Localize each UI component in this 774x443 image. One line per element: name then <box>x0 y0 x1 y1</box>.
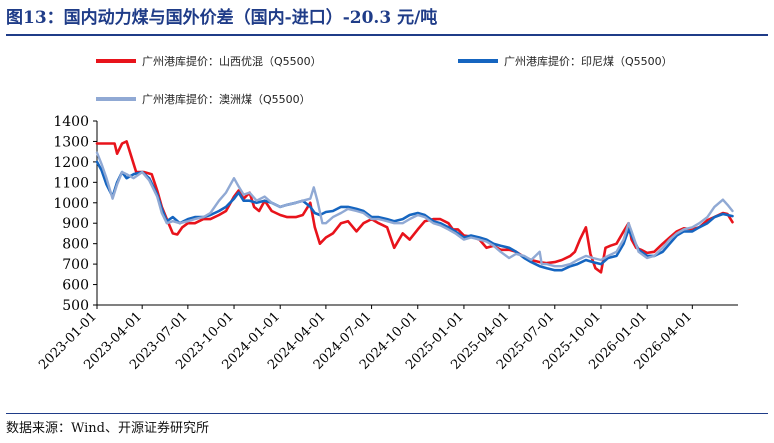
y-tick-label: 500 <box>62 298 89 314</box>
legend-label-indonesia: 广州港库提价：印尼煤（Q5500） <box>504 55 673 68</box>
y-tick-label: 1100 <box>53 175 89 191</box>
source-divider <box>6 413 768 414</box>
y-tick-label: 1000 <box>53 196 89 212</box>
title-divider <box>6 34 768 36</box>
series-line-australia <box>95 151 734 268</box>
legend-swatch-shanxi <box>96 59 136 63</box>
y-tick-label: 900 <box>62 216 89 232</box>
series-line-shanxi <box>95 140 734 274</box>
y-tick-label: 700 <box>62 257 89 273</box>
y-tick-label: 800 <box>62 237 89 253</box>
y-tick-label: 1400 <box>53 114 89 130</box>
legend-label-shanxi: 广州港库提价：山西优混（Q5500） <box>142 55 322 68</box>
legend-item-shanxi: 广州港库提价：山西优混（Q5500） <box>96 52 322 70</box>
y-tick-label: 600 <box>62 278 89 294</box>
y-tick-label: 1300 <box>53 134 89 150</box>
legend-label-australia: 广州港库提价：澳洲煤（Q5500） <box>142 93 311 106</box>
y-tick-label: 1200 <box>53 155 89 171</box>
legend-swatch-australia <box>96 97 136 101</box>
series-line-indonesia <box>95 160 734 272</box>
legend-item-indonesia: 广州港库提价：印尼煤（Q5500） <box>458 52 673 70</box>
chart-title: 图13：国内动力煤与国外价差（国内-进口）-20.3 元/吨 <box>6 8 438 28</box>
data-source-note: 数据来源：Wind、开源证券研究所 <box>6 421 209 436</box>
legend-swatch-indonesia <box>458 59 498 63</box>
legend-item-australia: 广州港库提价：澳洲煤（Q5500） <box>96 90 311 108</box>
